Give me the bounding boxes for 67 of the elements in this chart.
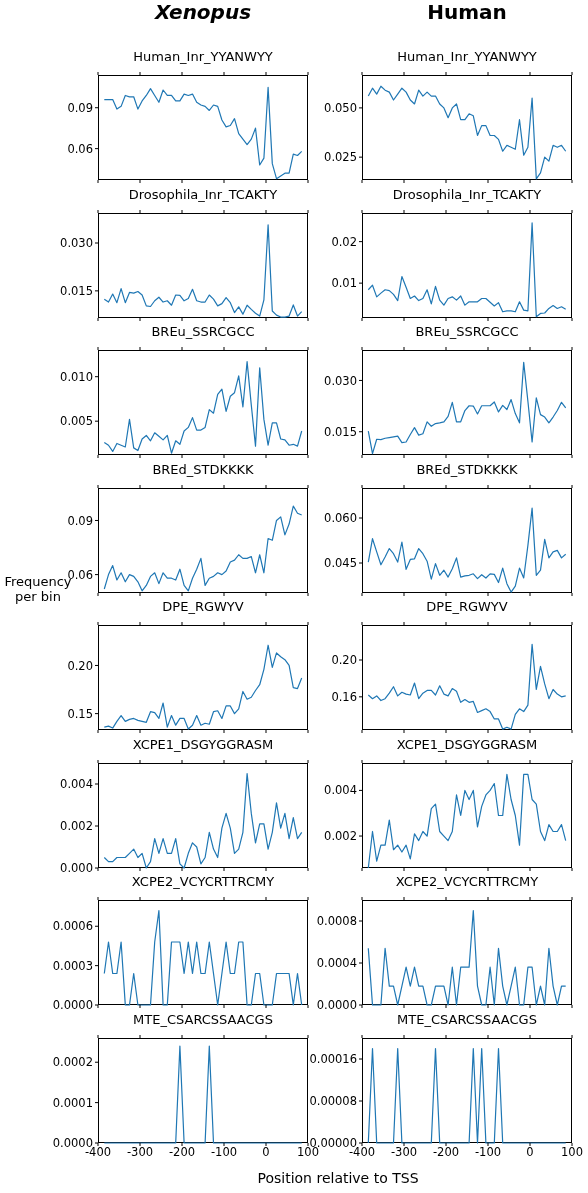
x-tick-label: 0 (262, 1144, 270, 1159)
y-tick-label: 0.050 (324, 100, 357, 115)
y-tick-label: 0.0000 (52, 998, 93, 1013)
y-tick-label: 0.20 (331, 653, 357, 668)
y-tick-label: 0.030 (60, 235, 93, 250)
y-tick-label: 0.00008 (309, 1093, 357, 1108)
y-tick-label: 0.004 (324, 782, 357, 797)
x-tick-label: -100 (474, 1144, 502, 1159)
y-tick-label: 0.025 (324, 150, 357, 165)
line-series (103, 504, 303, 591)
y-tick-label: 0.0001 (52, 1095, 93, 1110)
y-tick-label: 0.09 (67, 100, 93, 115)
chart-title: Human_Inr_YYANWYY (132, 49, 274, 64)
y-tick-label: 0.09 (67, 513, 93, 528)
chart-title: DPE_RGWYV (425, 599, 509, 614)
line-series (367, 507, 567, 593)
chart-title: XCPE2_VCYCRTTRCMY (394, 874, 540, 889)
y-tick-label: 0.015 (324, 424, 357, 439)
y-tick-label: 0.0004 (316, 956, 357, 971)
x-tick-label: -200 (432, 1144, 460, 1159)
x-tick-label: 0 (526, 1144, 534, 1159)
y-tick-label: 0.005 (60, 414, 93, 429)
chart-title: XCPE1_DSGYGGRASM (131, 736, 275, 752)
chart-title: MTE_CSARCSSAACGS (396, 1011, 538, 1027)
y-tick-label: 0.0002 (52, 1054, 93, 1069)
y-tick-label: 0.010 (60, 369, 93, 384)
y-tick-label: 0.0003 (52, 958, 93, 973)
y-tick-label: 0.002 (324, 828, 357, 843)
y-tick-label: 0.0008 (316, 914, 357, 929)
x-tick-label: -200 (168, 1144, 196, 1159)
y-tick-label: 0.00016 (309, 1051, 357, 1066)
y-tick-label: 0.06 (67, 141, 93, 156)
x-tick-label: -300 (126, 1144, 154, 1159)
chart-title: Human_Inr_YYANWYY (396, 49, 538, 64)
chart-title: DPE_RGWYV (161, 599, 245, 614)
y-tick-label: 0.15 (67, 706, 93, 721)
y-tick-label: 0.060 (324, 510, 357, 525)
line-series (367, 643, 567, 730)
x-tick-label: -300 (390, 1144, 418, 1159)
y-tick-label: 0.002 (60, 818, 93, 833)
chart-title: XCPE1_DSGYGGRASM (395, 736, 539, 752)
y-tick-label: 0.16 (331, 689, 357, 704)
y-tick-label: 0.045 (324, 555, 357, 570)
y-tick-label: 0.015 (60, 283, 93, 298)
chart-title: MTE_CSARCSSAACGS (132, 1011, 274, 1027)
x-tick-label: 100 (561, 1144, 583, 1159)
y-tick-label: 0.01 (331, 275, 357, 290)
chart-title: BREd_STDKKKK (415, 461, 519, 477)
chart-title: BREu_SSRCGCC (414, 324, 520, 339)
y-tick-label: 0.0006 (52, 919, 93, 934)
chart-title: Drosophila_Inr_TCAKTY (391, 186, 543, 202)
y-tick-label: 0.02 (331, 234, 357, 249)
chart-title: BREu_SSRCGCC (150, 324, 256, 339)
line-series (367, 773, 567, 869)
y-tick-label: 0.20 (67, 658, 93, 673)
x-axis-title: Position relative to TSS (256, 1170, 420, 1186)
chart-subtitle: Xenopus (153, 0, 253, 24)
y-tick-label: 0.000 (60, 860, 93, 875)
y-tick-label: 0.0000 (316, 998, 357, 1013)
x-tick-label: -100 (210, 1144, 238, 1159)
chart-title: XCPE2_VCYCRTTRCMY (130, 874, 276, 889)
y-tick-label: 0.004 (60, 776, 93, 791)
y-tick-label: 0.030 (324, 373, 357, 388)
line-series (103, 644, 303, 730)
chart-title: BREd_STDKKKK (151, 461, 255, 477)
chart-title: Drosophila_Inr_TCAKTY (127, 186, 279, 202)
chart-subtitle: Human (426, 0, 508, 24)
